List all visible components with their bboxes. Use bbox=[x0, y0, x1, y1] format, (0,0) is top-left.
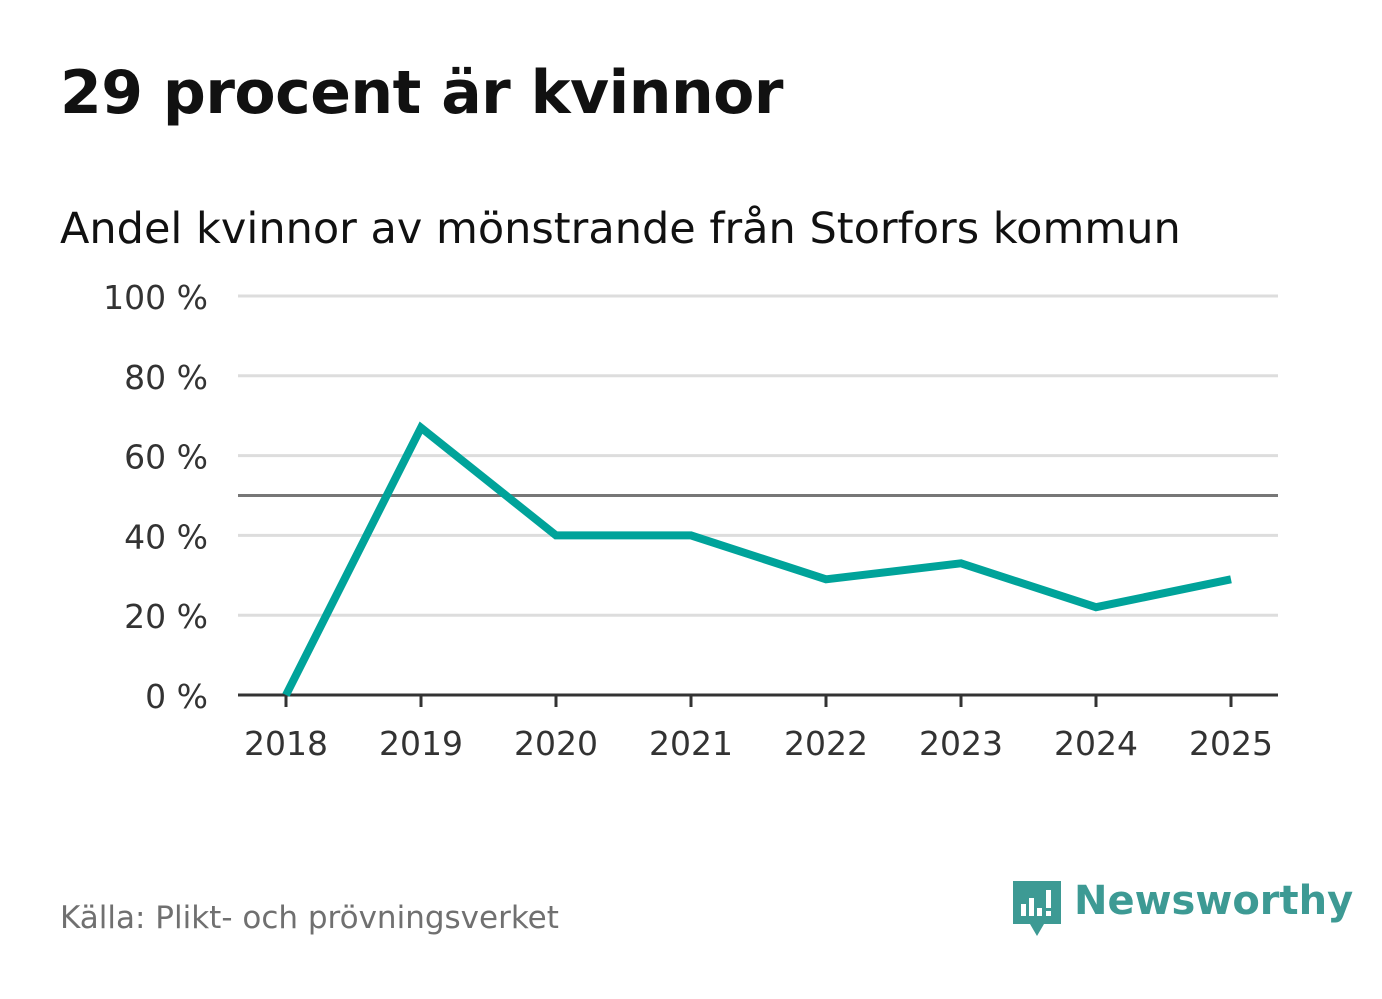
chart-title: 29 procent är kvinnor bbox=[60, 58, 783, 128]
y-axis-labels: 0 % 20 % 40 % 60 % 80 % 100 % bbox=[103, 278, 208, 716]
chart-subtitle: Andel kvinnor av mönstrande från Storfor… bbox=[60, 204, 1181, 254]
x-tick-label: 2025 bbox=[1189, 724, 1273, 763]
y-tick-label: 20 % bbox=[124, 597, 208, 636]
x-tick-label: 2019 bbox=[379, 724, 463, 763]
x-tick-label: 2023 bbox=[919, 724, 1003, 763]
x-tick-label: 2022 bbox=[784, 724, 868, 763]
newsworthy-logo-icon bbox=[1013, 881, 1061, 936]
y-tick-label: 100 % bbox=[103, 278, 208, 317]
series-layer bbox=[282, 421, 1232, 697]
y-tick-label: 60 % bbox=[124, 438, 208, 477]
x-axis bbox=[238, 693, 1278, 707]
y-tick-label: 40 % bbox=[124, 517, 208, 556]
source-note: Källa: Plikt- och prövningsverket bbox=[60, 900, 559, 936]
x-tick-label: 2020 bbox=[514, 724, 598, 763]
brand-name: Newsworthy bbox=[1074, 878, 1354, 924]
x-tick-label: 2021 bbox=[649, 724, 733, 763]
grid-lines bbox=[238, 294, 1278, 617]
x-tick-label: 2018 bbox=[244, 724, 328, 763]
brand-logo: Newsworthy bbox=[1010, 878, 1353, 942]
x-tick-label: 2024 bbox=[1054, 724, 1138, 763]
x-axis-labels: 2018 2019 2020 2021 2022 2023 2024 2025 bbox=[244, 724, 1273, 763]
series-line bbox=[282, 421, 1232, 697]
y-tick-label: 80 % bbox=[124, 358, 208, 397]
y-tick-label: 0 % bbox=[145, 677, 208, 716]
